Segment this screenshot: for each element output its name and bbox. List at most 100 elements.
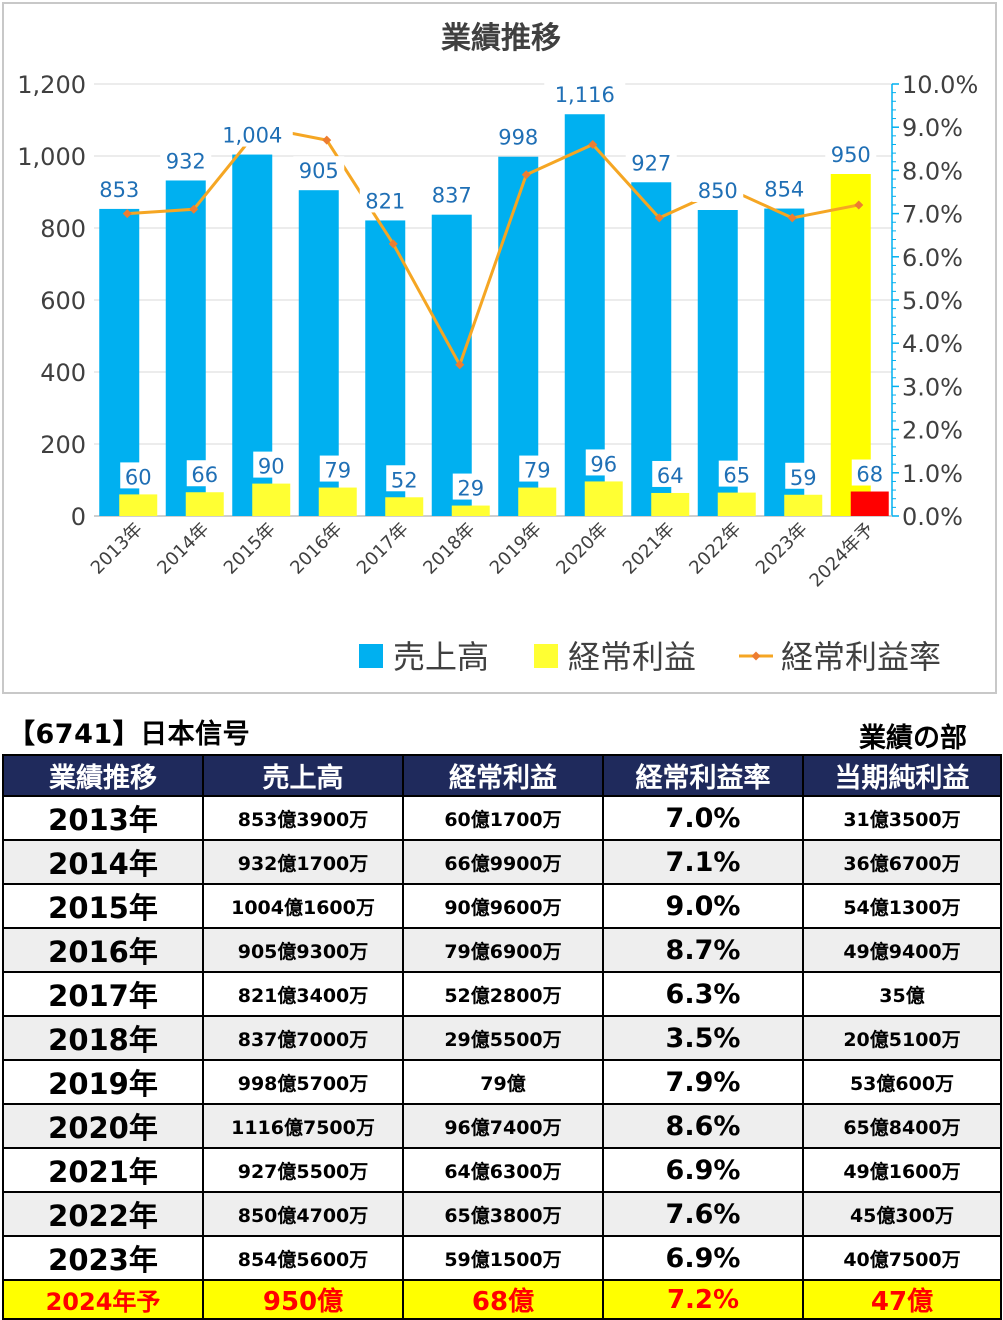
y-left-tick-label: 1,000	[17, 143, 86, 171]
legend-label-rate: 経常利益率	[781, 638, 941, 676]
sales-bar	[830, 174, 871, 516]
y-left-tick-label: 400	[40, 359, 86, 387]
profit-bar	[584, 481, 623, 516]
table-row: 2015年 1004億1600万 90億9600万 9.0% 54億1300万	[2, 883, 1002, 929]
header-sales: 売上高	[202, 754, 404, 797]
y-left-tick-label: 0	[71, 503, 86, 531]
table-row-forecast: 2024年予 950億 68億 7.2% 47億	[2, 1279, 1002, 1320]
profit-data-label: 29	[457, 477, 484, 501]
sales-bar	[165, 180, 206, 517]
sales-label-bg	[211, 120, 293, 147]
sales-data-label: 905	[299, 159, 339, 183]
chart-panel: 業績推移 0 200 400 600 800 1,000 1,200 0.0% 1.0% 2.0% 3…	[2, 2, 997, 694]
cell-net-income: 36億6700万	[802, 839, 1002, 885]
y-right-tick-label: 6.0%	[902, 244, 963, 272]
cell-profit-rate: 3.5%	[602, 1015, 804, 1061]
sales-bar	[431, 214, 472, 516]
profit-data-label: 59	[790, 466, 817, 490]
profit-rate-point	[521, 170, 531, 180]
table-row: 2020年 1116億7500万 96億7400万 8.6% 65億8400万	[2, 1103, 1002, 1149]
table-row: 2018年 837億7000万 29億5500万 3.5% 20億5100万	[2, 1015, 1002, 1061]
profit-data-label: 96	[590, 452, 617, 476]
cell-year: 2022年	[2, 1191, 204, 1237]
x-category-label: 2022年	[685, 519, 745, 579]
profit-label-bg	[120, 462, 157, 489]
cell-net-income: 45億300万	[802, 1191, 1002, 1237]
profit-label-bg	[253, 451, 290, 478]
profit-data-label: 52	[391, 468, 418, 492]
cell-year: 2016年	[2, 927, 204, 973]
profit-bar	[850, 491, 889, 516]
sales-label-bg	[625, 148, 677, 175]
profit-data-label: 90	[258, 455, 285, 479]
sales-label-bg	[160, 146, 212, 173]
y-right-tick-label: 4.0%	[902, 330, 963, 358]
table-row: 2016年 905億9300万 79億6900万 8.7% 49億9400万	[2, 927, 1002, 973]
sales-label-bg	[359, 186, 411, 213]
cell-net-income: 53億600万	[802, 1059, 1002, 1105]
cell-ordinary-profit: 59億1500万	[402, 1235, 604, 1281]
chart-title: 業績推移	[441, 21, 561, 56]
cell-net-income: 49億1600万	[802, 1147, 1002, 1193]
cell-sales: 950億	[202, 1279, 404, 1320]
cell-year: 2018年	[2, 1015, 204, 1061]
cell-sales: 850億4700万	[202, 1191, 404, 1237]
sales-data-label: 837	[432, 184, 472, 208]
table-body: 2013年 853億3900万 60億1700万 7.0% 31億3500万 2014年 9…	[2, 795, 1002, 1320]
cell-sales: 853億3900万	[202, 795, 404, 841]
company-title: 【6741】日本信号	[8, 719, 251, 750]
x-category-label: 2018年	[419, 519, 479, 579]
x-category-label: 2017年	[353, 519, 413, 579]
y-right-tick-label: 10.0%	[902, 71, 978, 99]
table-header-row: 業績推移 売上高 経常利益 経常利益率 当期純利益	[2, 754, 1002, 797]
profit-rate-point	[189, 204, 199, 214]
profit-data-label: 60	[125, 465, 152, 489]
profit-label-bg	[785, 462, 822, 489]
profit-label-bg	[718, 460, 755, 487]
cell-net-income: 35億	[802, 971, 1002, 1017]
cell-profit-rate: 8.7%	[602, 927, 804, 973]
cell-sales: 905億9300万	[202, 927, 404, 973]
profit-bar	[784, 494, 823, 516]
header-ordinary-profit: 経常利益	[402, 754, 604, 797]
profit-rate-point	[322, 135, 332, 145]
sales-label-bg	[692, 176, 744, 202]
cell-net-income: 65億8400万	[802, 1103, 1002, 1149]
profit-bar	[252, 483, 291, 516]
x-category-label: 2020年	[552, 519, 612, 579]
cell-year: 2020年	[2, 1103, 204, 1149]
sales-label-bg	[758, 174, 810, 201]
cell-sales: 1004億1600万	[202, 883, 404, 929]
sales-data-label: 998	[498, 126, 538, 150]
cell-ordinary-profit: 65億3800万	[402, 1191, 604, 1237]
profit-data-label: 66	[191, 463, 218, 487]
performance-table: 業績推移 売上高 経常利益 経常利益率 当期純利益 2013年 853億3900万…	[2, 754, 1002, 1320]
cell-net-income: 47億	[802, 1279, 1002, 1320]
x-category-label: 2021年	[619, 519, 679, 579]
y-right-tick-label: 2.0%	[902, 417, 963, 445]
cell-sales: 837億7000万	[202, 1015, 404, 1061]
sales-data-label: 854	[764, 178, 804, 202]
cell-net-income: 31億3500万	[802, 795, 1002, 841]
profit-label-bg	[519, 455, 556, 482]
cell-profit-rate: 6.9%	[602, 1147, 804, 1193]
cell-year: 2014年	[2, 839, 204, 885]
legend-label-profit: 経常利益	[568, 638, 696, 676]
sales-bar	[564, 114, 605, 517]
profit-label-bg	[386, 465, 423, 492]
cell-year: 2021年	[2, 1147, 204, 1193]
profit-label-bg	[851, 459, 888, 486]
cell-sales: 998億5700万	[202, 1059, 404, 1105]
sales-label-bg	[544, 80, 626, 107]
y-right-tick-label: 1.0%	[902, 460, 963, 488]
x-category-label: 2014年	[153, 519, 213, 579]
cell-net-income: 20億5100万	[802, 1015, 1002, 1061]
sales-label-bg	[426, 180, 478, 207]
cell-sales: 821億3400万	[202, 971, 404, 1017]
cell-profit-rate: 7.1%	[602, 839, 804, 885]
cell-ordinary-profit: 79億6900万	[402, 927, 604, 973]
profit-rate-point	[122, 209, 132, 219]
x-category-label: 2013年	[87, 519, 147, 579]
sales-data-label: 850	[698, 179, 738, 203]
legend-swatch-profit	[534, 644, 558, 668]
